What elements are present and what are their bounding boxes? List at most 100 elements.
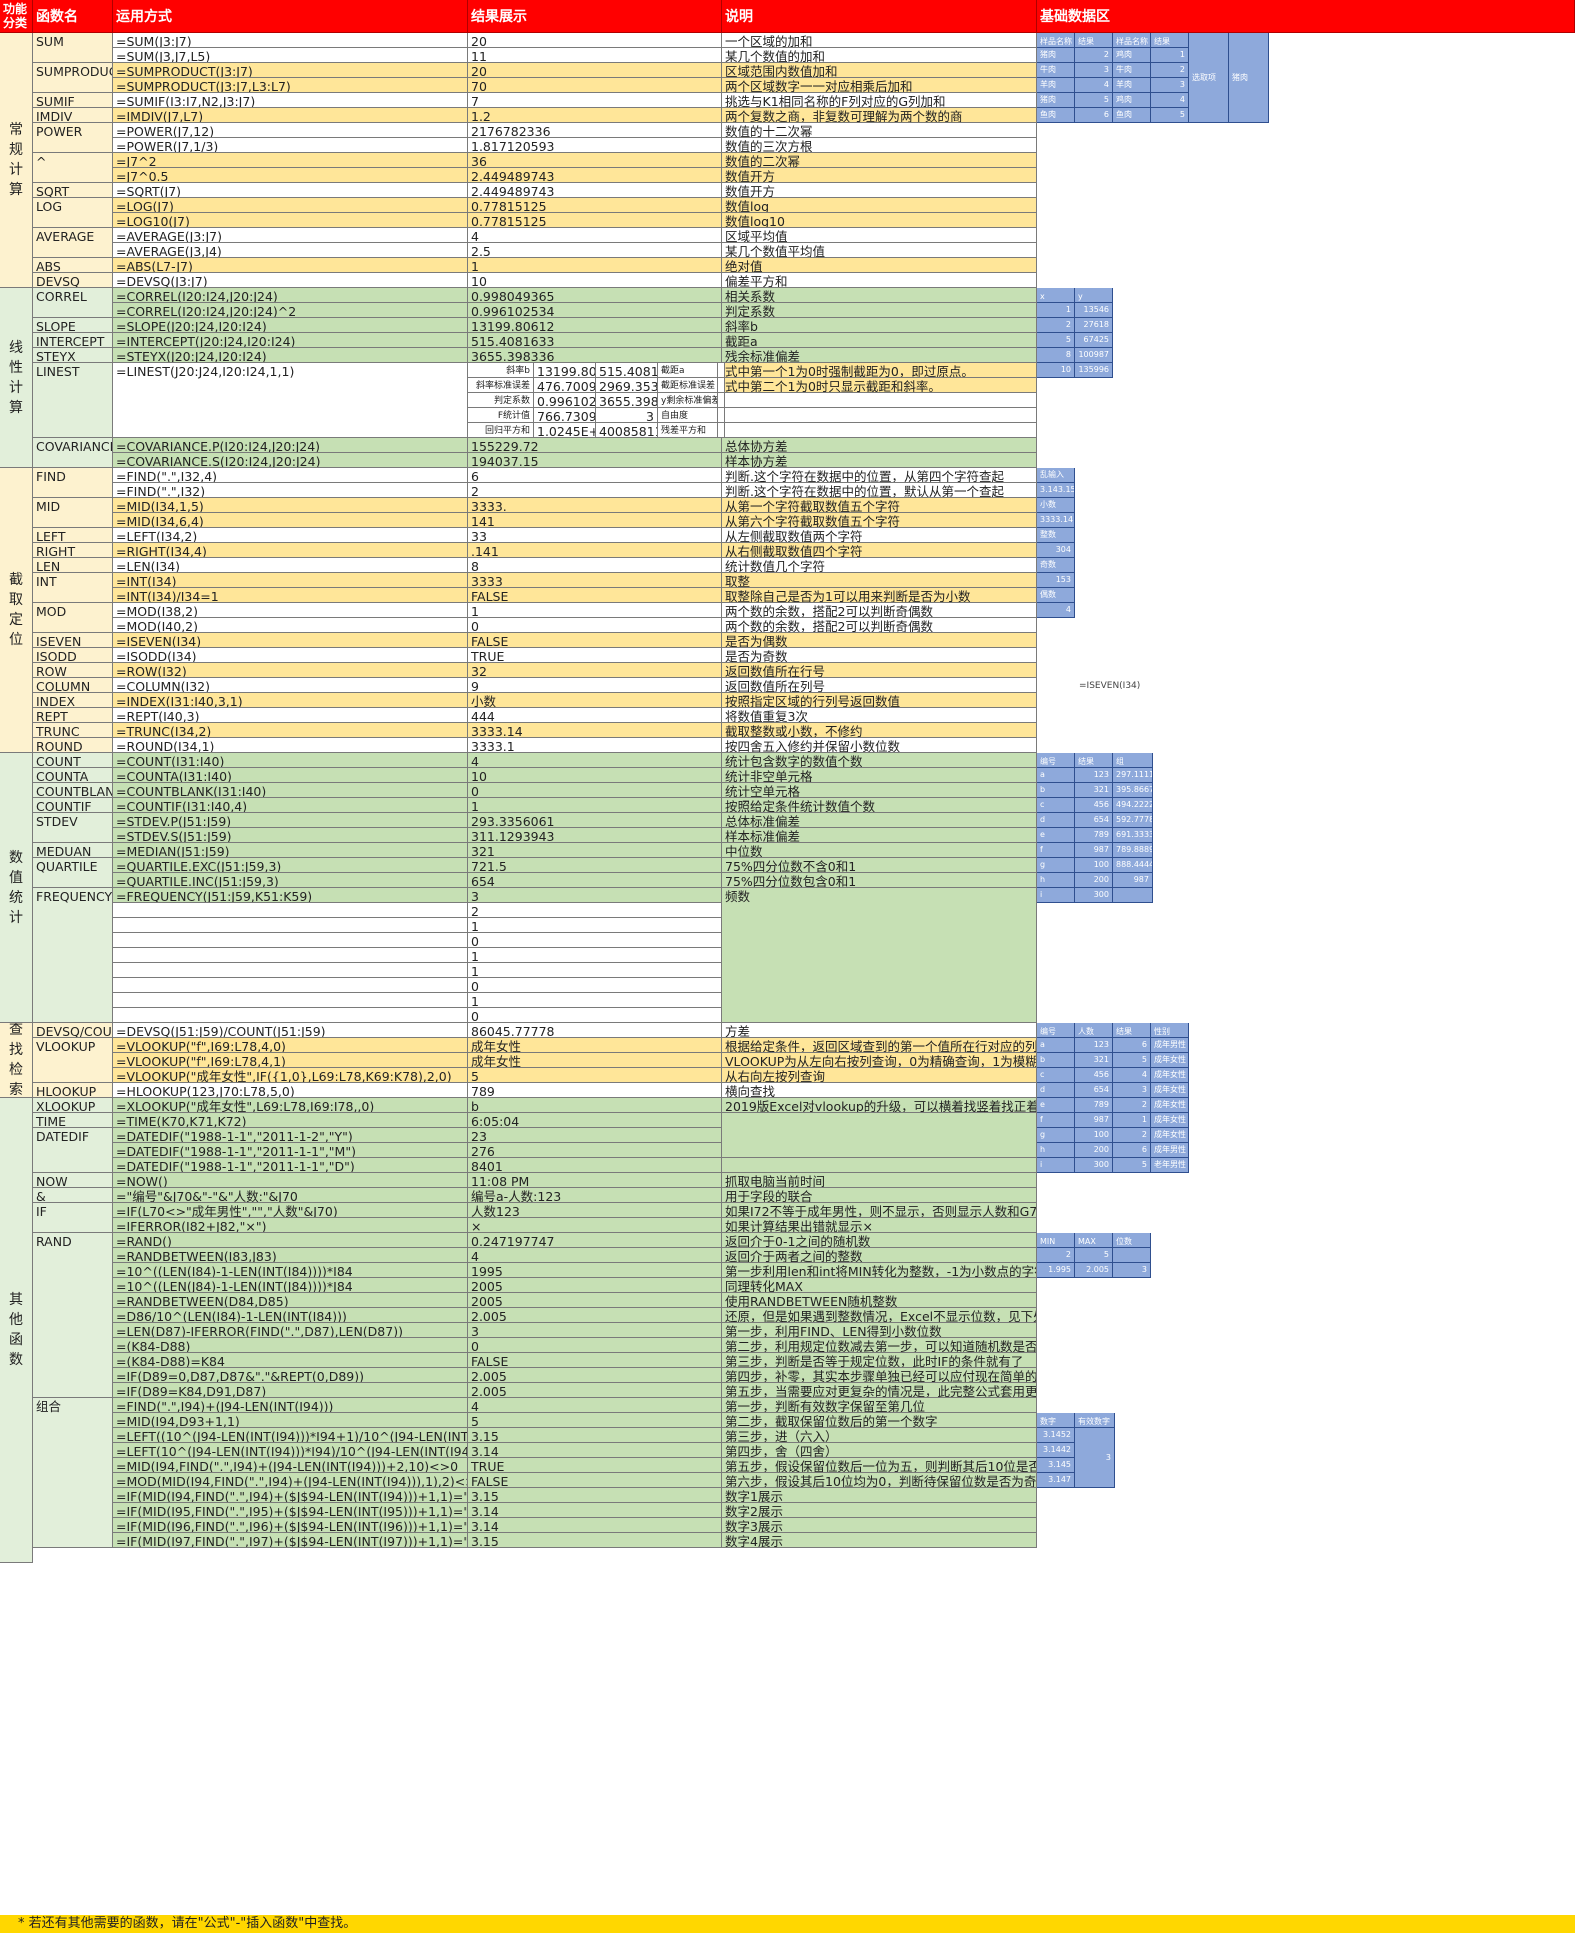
result-cell: 4: [468, 1398, 722, 1413]
base5-header: 性别: [1151, 1023, 1189, 1038]
explain-cell: 第一步，判断有效数字保留至第几位: [722, 1398, 1037, 1413]
base5-cell: 成年女性: [1151, 1053, 1189, 1068]
explain-cell: [722, 1113, 1037, 1158]
explain-cell: 偏差平方和: [722, 273, 1037, 288]
result-cell: 10: [468, 768, 722, 783]
result-cell: 276: [468, 1143, 722, 1158]
function-name: &: [33, 1188, 113, 1203]
base5-cell: 成年女性: [1151, 1098, 1189, 1113]
linest-label: 截距标准误差: [658, 378, 718, 393]
explain-cell: 一个区域的加和: [722, 33, 1037, 48]
base4-cell: 691.3333: [1113, 828, 1153, 843]
result-cell: b: [468, 1098, 722, 1113]
explain-cell: 方差: [722, 1023, 1037, 1038]
function-name: SLOPE: [33, 318, 113, 333]
result-cell: 11: [468, 48, 722, 63]
formula-cell: =IF(D89=0,D87,D87&"."&REPT(0,D89)): [113, 1368, 468, 1383]
formula-cell: =INT(I34)/I34=1: [113, 588, 468, 603]
function-name: ISODD: [33, 648, 113, 663]
result-cell: 3.14: [468, 1518, 722, 1533]
result-cell: 3: [468, 1323, 722, 1338]
base3-cell: 153: [1037, 573, 1075, 588]
formula-cell: =J7^2: [113, 153, 468, 168]
formula-cell: =STDEV.P(J51:J59): [113, 813, 468, 828]
result-cell: 3.14: [468, 1443, 722, 1458]
formula-cell: =LEFT((10^(J94-LEN(INT(I94)))*I94+1)/10^…: [113, 1428, 468, 1443]
function-name: LEN: [33, 558, 113, 573]
result-cell: 3.15: [468, 1488, 722, 1503]
formula-cell: =IF(MID(I94,FIND(".",I94)+($J$94-LEN(INT…: [113, 1488, 468, 1503]
base4-cell: b: [1037, 783, 1075, 798]
base2-cell: 67425: [1075, 333, 1113, 348]
base7-significant-digits: 3: [1075, 1428, 1115, 1488]
formula-cell: [113, 933, 468, 948]
explain-cell: [722, 393, 1037, 408]
result-cell: 789: [468, 1083, 722, 1098]
result-cell: 0.77815125: [468, 213, 722, 228]
formula-cell: =DEVSQ(J51:J59)/COUNT(J51:J59): [113, 1023, 468, 1038]
result-cell: 36: [468, 153, 722, 168]
base1-side-label: 选取项: [1189, 33, 1229, 123]
explain-cell: 区域范围内数值加和: [722, 63, 1037, 78]
formula-cell: =DATEDIF("1988-1-1","2011-1-1","D"): [113, 1158, 468, 1173]
result-cell: 3333.1: [468, 738, 722, 753]
linest-value: 766.73098: [534, 408, 596, 423]
formula-cell: =COUNTIF(I31:I40,4): [113, 798, 468, 813]
base7-cell: 3.1452: [1037, 1428, 1075, 1443]
formula-cell: =STDEV.S(J51:J59): [113, 828, 468, 843]
explain-cell: 按四舍五入修约并保留小数位数: [722, 738, 1037, 753]
base3-cell: 整数: [1037, 528, 1075, 543]
result-cell: 293.3356061: [468, 813, 722, 828]
base5-cell: b: [1037, 1053, 1075, 1068]
formula-cell: =COVARIANCE.S(I20:I24,J20:J24): [113, 453, 468, 468]
formula-cell: =VLOOKUP("成年女性",IF({1,0},L69:L78,K69:K78…: [113, 1068, 468, 1083]
function-name: COVARIANCE: [33, 438, 113, 468]
explain-cell: 75%四分位数包含0和1: [722, 873, 1037, 888]
base1-cell: 猪肉: [1037, 93, 1075, 108]
explain-cell: 截距a: [722, 333, 1037, 348]
formula-cell: =10^((LEN(I84)-1-LEN(INT(I84))))*I84: [113, 1263, 468, 1278]
base7-cell: 3.1442: [1037, 1443, 1075, 1458]
result-cell: 2.449489743: [468, 168, 722, 183]
function-name: LINEST: [33, 363, 113, 438]
result-cell: 6:05:04: [468, 1113, 722, 1128]
base3-cell: 3.143.15: [1037, 483, 1075, 498]
explain-cell: 从第六个字符截取数值五个字符: [722, 513, 1037, 528]
explain-cell: 第一步利用len和int将MIN转化为整数，-1为小数点的字符占位: [722, 1263, 1037, 1278]
base5-header: 人数: [1075, 1023, 1113, 1038]
explain-cell: 第三步，进（六入）: [722, 1428, 1037, 1443]
explain-cell: 两个数的余数，搭配2可以判断奇偶数: [722, 618, 1037, 633]
base1-cell: 2: [1075, 48, 1113, 63]
explain-cell: 样本标准偏差: [722, 828, 1037, 843]
function-name: ^: [33, 153, 113, 183]
function-name: TRUNC: [33, 723, 113, 738]
base4-cell: 456: [1075, 798, 1113, 813]
base6-cell: 3: [1113, 1263, 1151, 1278]
base5-cell: d: [1037, 1083, 1075, 1098]
base4-cell: 321: [1075, 783, 1113, 798]
result-cell: FALSE: [468, 1353, 722, 1368]
explain-cell: 样本协方差: [722, 453, 1037, 468]
function-name: MEDUAN: [33, 843, 113, 858]
result-cell: 7: [468, 93, 722, 108]
base4-cell: 123: [1075, 768, 1113, 783]
function-name: LEFT: [33, 528, 113, 543]
formula-cell: =LEN(I34): [113, 558, 468, 573]
base5-cell: 3: [1113, 1083, 1151, 1098]
base5-cell: h: [1037, 1143, 1075, 1158]
explain-cell: 数值的二次幂: [722, 153, 1037, 168]
formula-cell: =COUNTA(I31:I40): [113, 768, 468, 783]
result-cell: 2176782336: [468, 123, 722, 138]
formula-cell: =FIND(".",I32,4): [113, 468, 468, 483]
formula-cell: =D86/10^(LEN(I84)-1-LEN(INT(I84))): [113, 1308, 468, 1323]
formula-cell: =POWER(J7,12): [113, 123, 468, 138]
base4-cell: 987: [1113, 873, 1153, 888]
formula-cell: =IF(L70<>"成年男性","","人数"&J70): [113, 1203, 468, 1218]
base5-cell: 321: [1075, 1053, 1113, 1068]
result-cell: 3.14: [468, 1503, 722, 1518]
function-name: 组合: [33, 1398, 113, 1548]
result-cell: 6: [468, 468, 722, 483]
linest-pad: [718, 423, 725, 438]
explain-cell: 是否为奇数: [722, 648, 1037, 663]
explain-cell: 某几个数值的加和: [722, 48, 1037, 63]
